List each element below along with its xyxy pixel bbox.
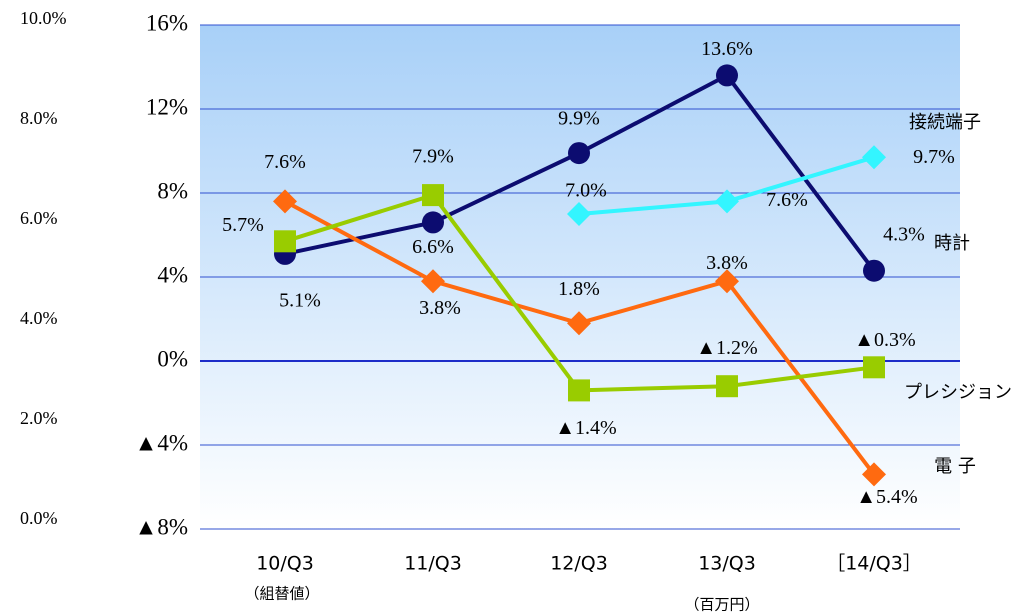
x-tick-label: 11/Q3 [404, 553, 462, 575]
x-tick-label: 10/Q3 [256, 553, 314, 575]
y2-tick-label: 0.0% [20, 508, 58, 528]
data-label: 5.1% [279, 289, 321, 311]
point [567, 202, 591, 226]
series-name: プレシジョン [904, 382, 1012, 403]
y-tick-label: ▲4% [135, 430, 188, 455]
series-name: 接続端子 [909, 112, 981, 133]
data-label: 6.6% [412, 236, 454, 258]
data-label: 7.0% [565, 180, 607, 202]
y-tick-label: 8% [157, 178, 188, 203]
y-tick-label: 12% [146, 94, 188, 119]
category-note: （組替値） [244, 585, 319, 603]
point [716, 64, 738, 87]
y2-tick-label: 8.0% [20, 108, 58, 128]
point [422, 211, 444, 234]
data-label: 1.8% [558, 278, 600, 300]
category-note: （百万円） [684, 596, 759, 614]
data-label: 13.6% [701, 38, 753, 60]
data-label: ▲5.4% [856, 486, 917, 508]
point [715, 189, 739, 214]
y2-tick-label: 10.0% [20, 8, 67, 28]
data-label: 7.9% [412, 146, 454, 168]
data-label: 3.8% [706, 252, 748, 274]
data-label: ▲1.4% [555, 417, 616, 439]
point [274, 230, 296, 253]
data-label: 7.6% [264, 151, 306, 173]
x-tick-label: ［14/Q3］ [826, 553, 922, 575]
y2-tick-label: 6.0% [20, 208, 58, 228]
point [273, 189, 297, 214]
y2-tick-label: 4.0% [20, 308, 58, 328]
x-tick-label: 12/Q3 [550, 553, 608, 575]
point [862, 462, 886, 487]
y-tick-label: 0% [157, 346, 188, 371]
point [422, 184, 444, 207]
data-label: 9.9% [558, 108, 600, 130]
x-tick-label: 13/Q3 [698, 553, 756, 575]
y-tick-label: 4% [157, 262, 188, 287]
point [567, 311, 591, 336]
y-tick-label: ▲8% [135, 514, 188, 539]
data-label: ▲1.2% [696, 337, 757, 359]
point [863, 259, 885, 282]
series-name: 電 子 [934, 456, 976, 477]
point [715, 269, 739, 294]
y2-tick-label: 2.0% [20, 408, 58, 428]
point [421, 269, 445, 294]
data-label: ▲0.3% [854, 329, 915, 351]
data-label: 7.6% [766, 189, 808, 211]
point [862, 145, 886, 170]
data-label: 3.8% [419, 297, 461, 319]
data-label: 5.7% [222, 214, 264, 236]
point [568, 142, 590, 165]
point [568, 379, 590, 402]
point [863, 356, 885, 379]
y-tick-label: 16% [146, 10, 188, 35]
series-name: 時計 [934, 233, 970, 254]
data-label: 9.7% [913, 146, 955, 168]
data-label: 4.3% [883, 223, 925, 245]
point [716, 375, 738, 398]
